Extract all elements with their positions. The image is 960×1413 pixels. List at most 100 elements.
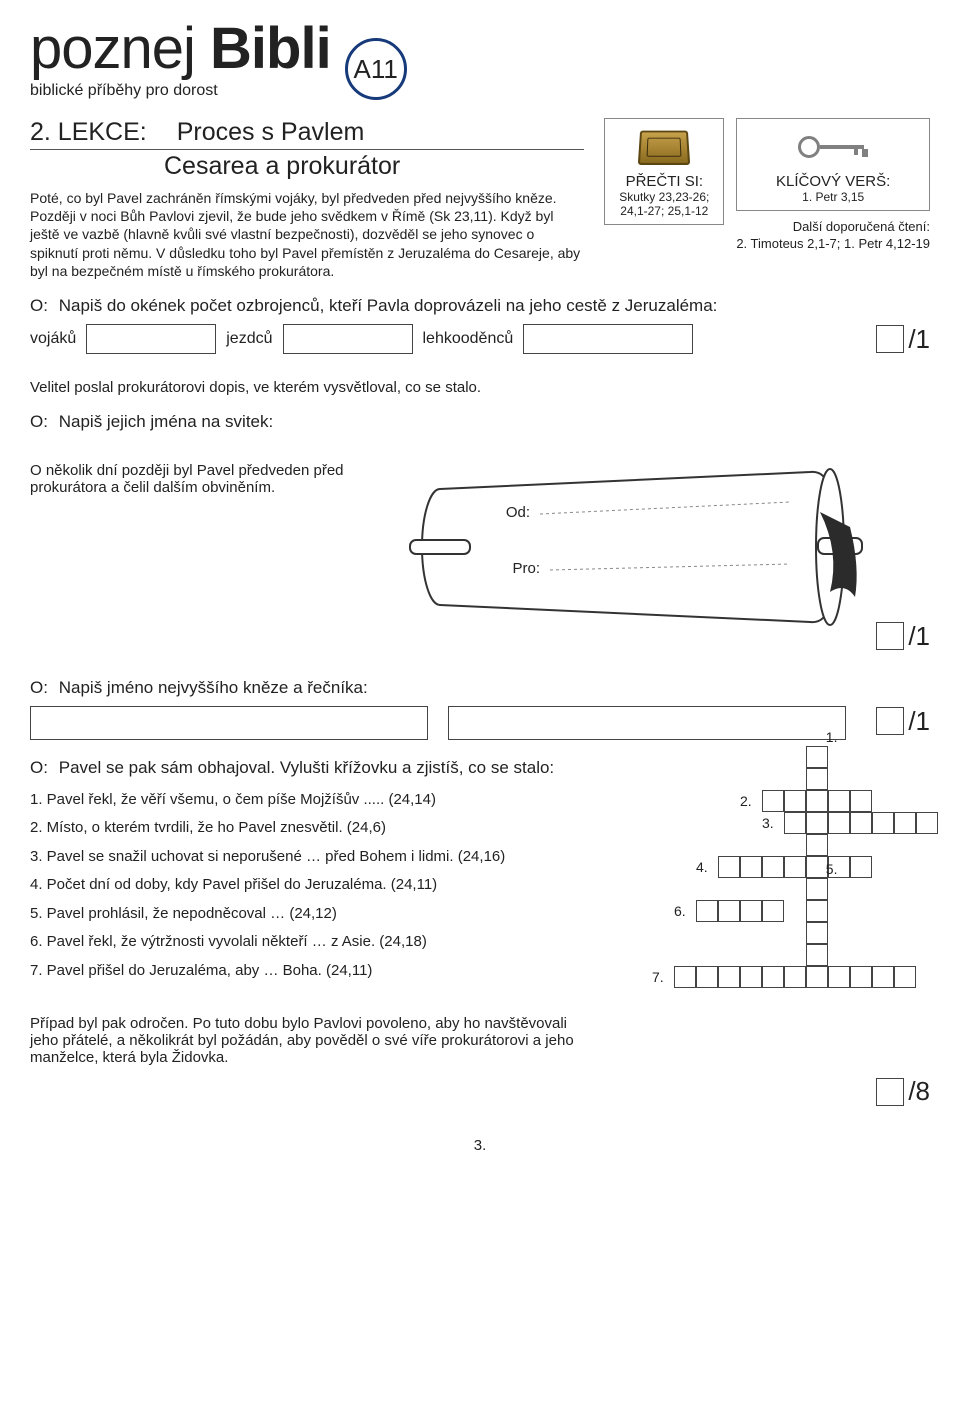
intro-paragraph: Poté, co byl Pavel zachráněn římskými vo…: [30, 189, 584, 280]
crossword-cell[interactable]: [718, 900, 740, 922]
lesson-title: Proces s Pavlem: [177, 118, 365, 147]
crossword-cell[interactable]: [872, 966, 894, 988]
crossword-cell[interactable]: [806, 944, 828, 966]
paragraph-2: Velitel poslal prokurátorovi dopis, ve k…: [30, 379, 930, 396]
paragraph-3: O několik dní později byl Pavel předvede…: [30, 462, 360, 496]
crossword-cell[interactable]: [850, 812, 872, 834]
q1-inputs: vojáků jezdců lehkooděnců /1: [30, 324, 930, 355]
crossword-cell[interactable]: [762, 966, 784, 988]
crossword-cell[interactable]: [784, 856, 806, 878]
read-block: PŘEČTI SI: Skutky 23,23-26; 24,1-27; 25,…: [604, 118, 724, 280]
crossword-cell[interactable]: [806, 768, 828, 790]
crossword-cell[interactable]: [872, 812, 894, 834]
lesson-label: 2. LEKCE:: [30, 118, 147, 147]
crossword-cell[interactable]: [784, 812, 806, 834]
crossword-cell[interactable]: [806, 856, 828, 878]
crossword-cell[interactable]: [828, 812, 850, 834]
crossword-cell[interactable]: [762, 856, 784, 878]
lesson-badge: A11: [345, 38, 407, 100]
q3-input-2[interactable]: [448, 706, 846, 740]
crossword-cell[interactable]: [784, 790, 806, 812]
clue-item: 4. Počet dní od doby, kdy Pavel přišel d…: [30, 871, 610, 900]
q3-text: Napiš jméno nejvyššího kněze a řečníka:: [59, 678, 368, 697]
crossword-cell[interactable]: [806, 834, 828, 856]
lesson-intro: 2. LEKCE: Proces s Pavlem Cesarea a prok…: [30, 118, 584, 280]
crossword-cell[interactable]: [806, 922, 828, 944]
read-refs: Skutky 23,23-26; 24,1-27; 25,1-12: [613, 190, 715, 218]
more-refs-list: 2. Timoteus 2,1-7; 1. Petr 4,12-19: [736, 236, 930, 253]
key-verse-box: KLÍČOVÝ VERŠ: 1. Petr 3,15: [736, 118, 930, 211]
clue-item: 3. Pavel se snažil uchovat si neporušené…: [30, 843, 610, 872]
crossword-cell[interactable]: [806, 966, 828, 988]
crossword-cell[interactable]: [806, 900, 828, 922]
more-refs-label: Další doporučená čtení:: [736, 219, 930, 236]
top-section: 2. LEKCE: Proces s Pavlem Cesarea a prok…: [30, 118, 930, 280]
q-prefix: O:: [30, 412, 54, 432]
crossword-cell[interactable]: [696, 900, 718, 922]
crossword-cell[interactable]: [806, 878, 828, 900]
crossword-cell[interactable]: [806, 746, 828, 768]
score-value: /1: [908, 324, 930, 355]
key-block: KLÍČOVÝ VERŠ: 1. Petr 3,15 Další doporuč…: [736, 118, 930, 280]
clue-item: 6. Pavel řekl, že výtržnosti vyvolali ně…: [30, 928, 610, 957]
crossword-cell[interactable]: [806, 790, 828, 812]
question-1: O: Napiš do okének počet ozbrojenců, kte…: [30, 296, 930, 316]
q3-score: /1: [876, 706, 930, 737]
clue-item: 2. Místo, o kterém tvrdili, že ho Pavel …: [30, 814, 610, 843]
q1-text: Napiš do okének počet ozbrojenců, kteří …: [59, 296, 718, 315]
score-value: /1: [908, 621, 930, 652]
read-label: PŘEČTI SI:: [613, 173, 715, 190]
score-box[interactable]: [876, 707, 904, 735]
q1-label-2: jezdců: [226, 330, 272, 348]
q-prefix: O:: [30, 758, 54, 778]
crossword-cell[interactable]: [850, 790, 872, 812]
scroll-area: O několik dní později byl Pavel předvede…: [30, 462, 930, 662]
crossword-cell[interactable]: [762, 790, 784, 812]
series-title: poznej Bibli: [30, 20, 331, 78]
crossword-cell[interactable]: [718, 856, 740, 878]
crossword-number: 7.: [652, 969, 664, 985]
crossword-cell[interactable]: [740, 966, 762, 988]
clue-list: 1. Pavel řekl, že věří všemu, o čem píše…: [30, 786, 610, 986]
q1-input-2[interactable]: [283, 324, 413, 354]
score-value: /1: [908, 706, 930, 737]
paragraph-4: Případ byl pak odročen. Po tuto dobu byl…: [30, 1015, 590, 1066]
crossword-cell[interactable]: [850, 966, 872, 988]
crossword-cell[interactable]: [762, 900, 784, 922]
crossword-number: 3.: [762, 815, 774, 831]
crossword-cell[interactable]: [916, 812, 938, 834]
crossword-cell[interactable]: [894, 966, 916, 988]
crossword-cell[interactable]: [894, 812, 916, 834]
clue-item: 1. Pavel řekl, že věří všemu, o čem píše…: [30, 786, 610, 815]
q-prefix: O:: [30, 296, 54, 316]
crossword-cell[interactable]: [740, 856, 762, 878]
q1-score: /1: [876, 324, 930, 355]
crossword-left: O: Pavel se pak sám obhajoval. Vylušti k…: [30, 746, 610, 1067]
question-3: O: Napiš jméno nejvyššího kněze a řečník…: [30, 678, 930, 698]
score-box[interactable]: [876, 1078, 904, 1106]
q1-input-3[interactable]: [523, 324, 693, 354]
score-box[interactable]: [876, 622, 904, 650]
crossword-cell[interactable]: [696, 966, 718, 988]
title-block: poznej Bibli biblické příběhy pro dorost: [30, 20, 331, 100]
crossword-cell[interactable]: [674, 966, 696, 988]
score-box[interactable]: [876, 325, 904, 353]
crossword-section: O: Pavel se pak sám obhajoval. Vylušti k…: [30, 746, 930, 1067]
lesson-subtitle: Cesarea a prokurátor: [30, 152, 584, 181]
question-4: O: Pavel se pak sám obhajoval. Vylušti k…: [30, 758, 610, 778]
q3-input-1[interactable]: [30, 706, 428, 740]
q1-input-1[interactable]: [86, 324, 216, 354]
crossword-cell[interactable]: [718, 966, 740, 988]
crossword-cell[interactable]: [828, 966, 850, 988]
crossword-cell[interactable]: [784, 966, 806, 988]
crossword-cell[interactable]: [740, 900, 762, 922]
q4-text: Pavel se pak sám obhajoval. Vylušti kříž…: [59, 758, 554, 777]
key-icon: [745, 125, 921, 169]
crossword-cell[interactable]: [806, 812, 828, 834]
crossword-cell[interactable]: [828, 790, 850, 812]
crossword-number: 2.: [740, 793, 752, 809]
key-verse-label: KLÍČOVÝ VERŠ:: [745, 173, 921, 190]
bible-icon: [613, 125, 715, 169]
crossword-cell[interactable]: [850, 856, 872, 878]
scroll-from-label: Od:: [506, 504, 530, 521]
